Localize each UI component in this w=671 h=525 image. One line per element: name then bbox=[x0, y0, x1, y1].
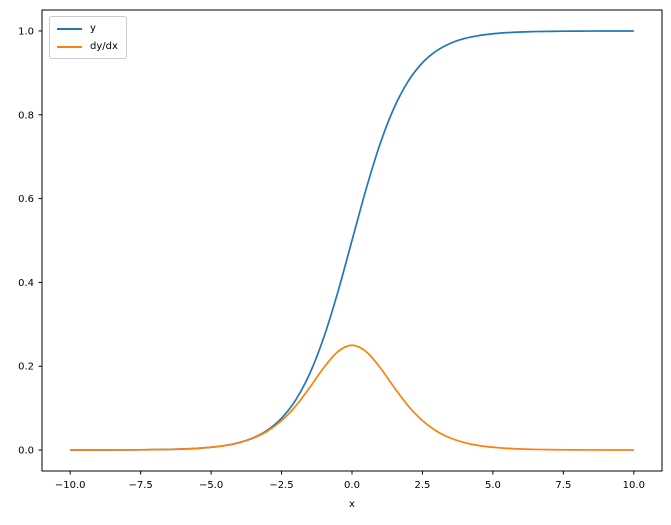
x-tick-label: −2.5 bbox=[269, 480, 293, 491]
legend-item-dydx: dy/dx bbox=[57, 39, 118, 54]
x-tick-label: 5.0 bbox=[485, 480, 501, 491]
y-tick-label: 0.6 bbox=[18, 194, 34, 205]
x-tick-label: −10.0 bbox=[55, 480, 86, 491]
y-tick-label: 0.4 bbox=[18, 278, 34, 289]
legend-line-sample-dydx bbox=[57, 45, 82, 48]
legend-label-dydx: dy/dx bbox=[90, 41, 118, 52]
x-tick-label: −5.0 bbox=[199, 480, 223, 491]
y-tick-label: 0.8 bbox=[18, 110, 34, 121]
x-tick-label: 0.0 bbox=[344, 480, 360, 491]
x-axis-label: x bbox=[349, 499, 355, 510]
y-tick-label: 1.0 bbox=[18, 26, 34, 37]
legend: y dy/dx bbox=[49, 16, 127, 59]
x-tick-label: 2.5 bbox=[415, 480, 431, 491]
series-line-dydx bbox=[70, 344, 634, 451]
y-tick-label: 0.0 bbox=[18, 446, 34, 457]
legend-line-sample-y bbox=[57, 27, 82, 30]
x-tick-label: 7.5 bbox=[555, 480, 571, 491]
legend-label-y: y bbox=[90, 23, 96, 34]
legend-item-y: y bbox=[57, 21, 118, 36]
x-tick-label: −7.5 bbox=[128, 480, 152, 491]
y-tick-label: 0.2 bbox=[18, 362, 34, 373]
x-tick-label: 10.0 bbox=[623, 480, 645, 491]
